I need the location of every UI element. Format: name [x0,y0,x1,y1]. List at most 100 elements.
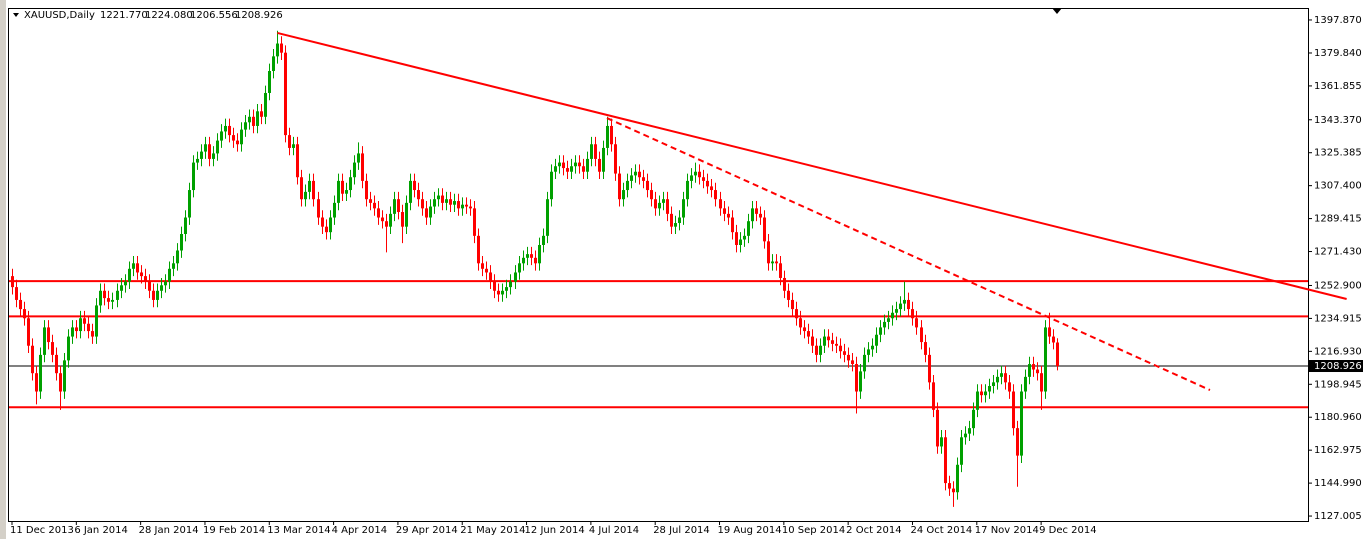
candle-body [369,199,372,203]
candle-body [292,144,295,148]
x-tick-label: 19 Feb 2014 [203,525,265,536]
candle-body [646,180,649,191]
candle-body [859,371,862,392]
candle-body [288,135,291,148]
candle-body [944,437,947,484]
y-tick-label: 1343.370 [1314,115,1362,126]
candle-body [811,336,814,346]
header-value: 1221.770 [100,10,148,21]
header-value: 1208.926 [235,10,283,21]
candle-body [795,309,798,319]
candle-body [911,309,914,319]
candle-body [558,162,561,167]
candle-body [27,318,30,346]
candle-body [775,261,778,264]
candle-body [996,376,999,383]
trendline [606,117,1211,391]
candle-body [421,199,424,209]
candle-body [751,208,754,222]
candle-body [389,213,392,227]
candle-body [501,290,504,295]
candle-body [276,43,279,57]
menu-arrow [13,13,19,17]
candle-body [15,287,18,300]
candle-body [1016,428,1019,456]
candle-body [35,373,38,392]
x-tick-label: 28 Jan 2014 [139,525,199,536]
y-tick-label: 1127.005 [1314,511,1362,522]
candle-body [727,213,730,218]
candle-body [847,354,850,361]
candle-body [208,144,211,159]
candle-body [702,177,705,181]
candle-body [461,204,464,209]
x-tick-label: 29 Apr 2014 [396,525,458,536]
candle-body [51,342,54,355]
candle-body [1032,364,1035,370]
candle-body [91,331,94,337]
candle-body [988,386,991,392]
y-tick-label: 1162.975 [1314,445,1362,456]
candle-body [638,171,641,178]
trendline [277,31,1347,300]
candle-body [855,364,858,392]
candle-body [180,234,183,251]
last-price-label: 1208.926 [1314,361,1362,372]
candle-body [325,226,328,233]
x-tick-label: 21 May 2014 [460,525,525,536]
candle-body [83,318,86,324]
candle-body [505,287,508,291]
candle-body [425,208,428,218]
candle-body [196,158,199,163]
y-tick-label: 1252.900 [1314,280,1362,291]
candle-body [365,180,368,200]
candle-body [586,158,589,172]
candle-body [188,190,191,218]
candle-body [767,241,770,264]
x-tick-label: 6 Jan 2014 [74,525,128,536]
candle-body [192,162,195,191]
candle-body [578,162,581,167]
candle-body [759,213,762,218]
x-tick-label: 9 Dec 2014 [1039,525,1097,536]
candle-body [843,351,846,355]
candle-body [445,199,448,203]
candle-body [373,202,376,209]
candle-body [473,208,476,236]
candle-body [55,354,58,374]
candle-body [972,409,975,429]
candle-body [497,290,500,295]
candle-body [1000,373,1003,377]
candle-body [296,144,299,178]
candle-body [43,327,46,355]
candle-body [304,191,307,200]
candle-body [437,195,440,200]
candle-body [626,180,629,191]
candle-body [618,173,621,200]
candle-body [401,212,404,227]
candle-body [622,190,625,200]
x-tick-label: 28 Jul 2014 [653,525,710,536]
candle-body [39,354,42,392]
candle-body [19,299,22,310]
y-tick-label: 1216.930 [1314,346,1362,357]
candle-body [1012,391,1015,429]
candle-body [457,201,460,209]
candle-body [1056,342,1059,367]
candle-body [252,116,255,126]
candle-body [1008,382,1011,392]
y-tick-label: 1271.430 [1314,247,1362,258]
candle-body [244,122,247,130]
candle-body [670,213,673,227]
x-tick-label: 13 Mar 2014 [267,525,330,536]
candle-body [164,281,167,286]
candle-body [393,199,396,214]
candle-body [1004,373,1007,383]
candle-body [264,92,267,117]
candle-body [132,263,135,269]
y-tick-label: 1289.415 [1314,214,1362,225]
candle-body [771,261,774,264]
candle-body [871,345,874,350]
candle-body [485,268,488,273]
